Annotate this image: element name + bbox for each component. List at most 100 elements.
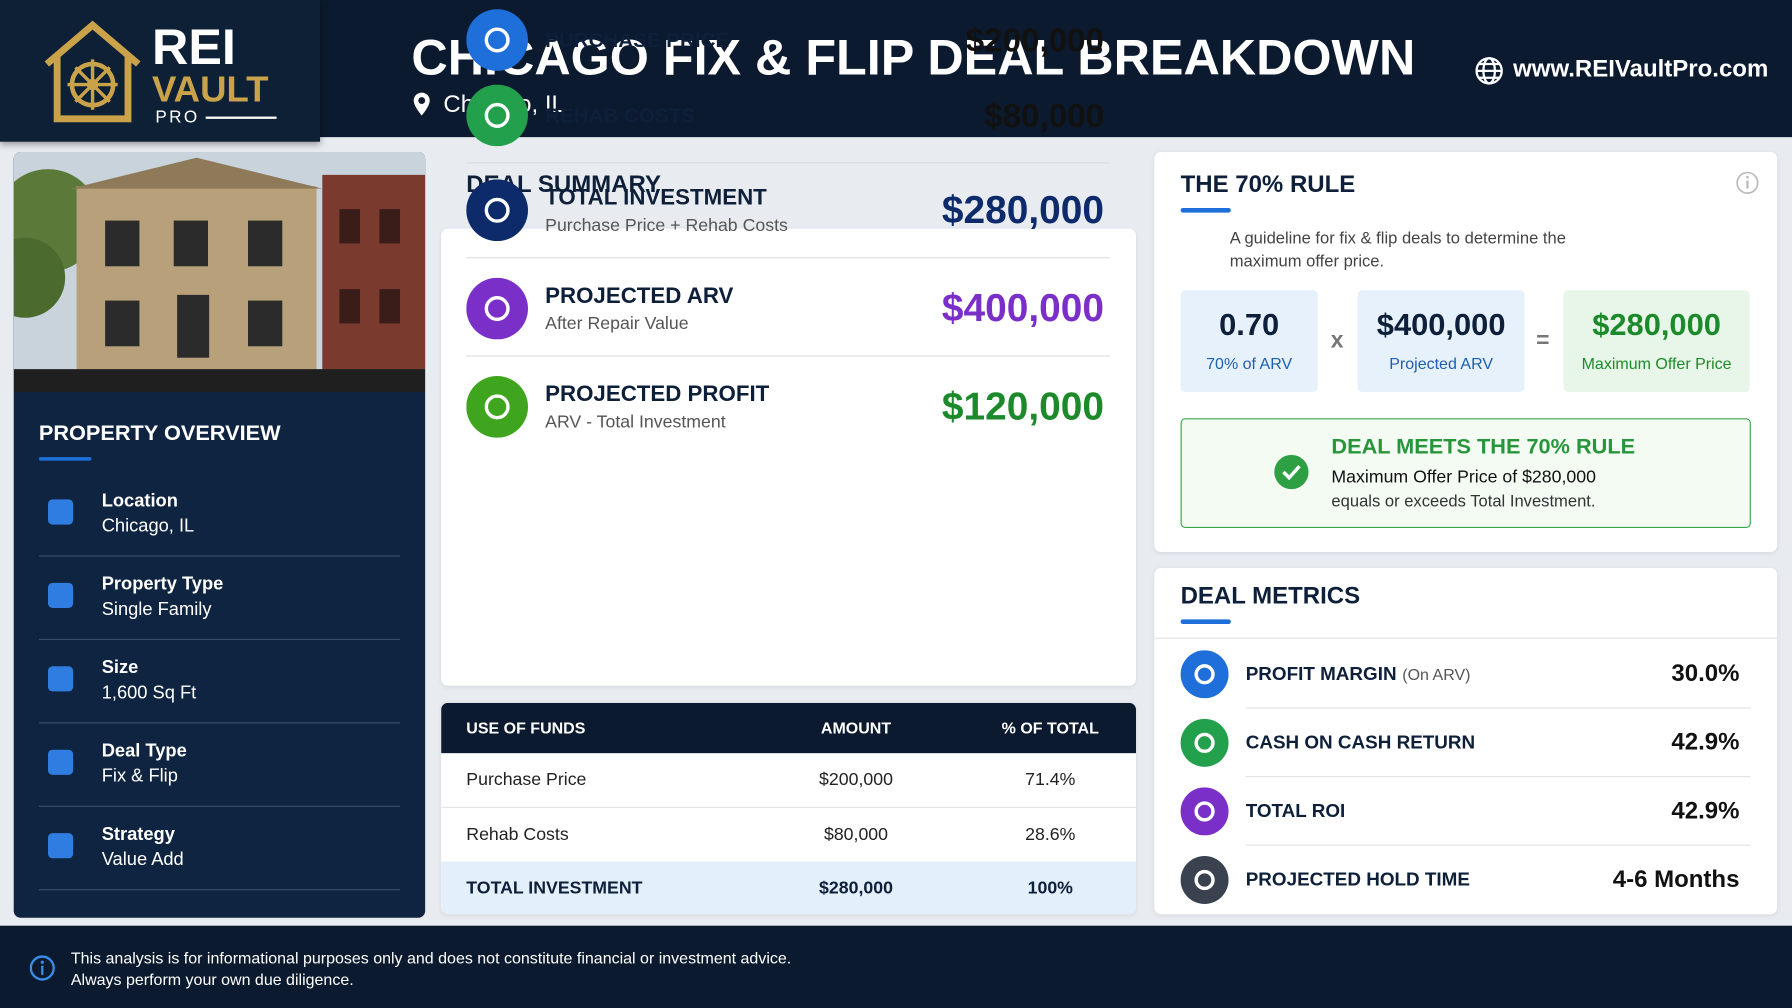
section-title: THE 70% RULE — [1180, 171, 1356, 198]
total-row — [441, 861, 1136, 915]
pin-icon — [413, 92, 430, 116]
item-value: $120,000 — [941, 385, 1104, 429]
icon — [47, 582, 74, 608]
factor-value: $280,000 — [1592, 307, 1721, 342]
label: TOTAL ROI — [1245, 801, 1346, 822]
item-label: PROJECTED PROFIT — [545, 381, 770, 407]
item-value: $280,000 — [941, 188, 1104, 232]
divider — [38, 722, 400, 724]
result-title: DEAL MEETS THE 70% RULE — [1331, 435, 1636, 460]
divider — [1154, 637, 1778, 639]
divider — [1245, 844, 1751, 846]
rule-card: THE 70% RULE A guideline for fix & flip … — [1154, 151, 1778, 552]
metric-label: TOTAL ROI — [1246, 801, 1346, 823]
item-value: Value Add — [101, 850, 184, 870]
divider — [38, 638, 400, 640]
title-underline — [38, 457, 92, 461]
item-sub: After Repair Value — [545, 314, 689, 334]
item-value: Fix & Flip — [101, 766, 178, 787]
table-cell: 71.4% — [1025, 770, 1076, 790]
check-icon — [1274, 454, 1309, 490]
footer: This analysis is for informational purpo… — [0, 925, 1792, 1008]
section-title: PROPERTY OVERVIEW — [38, 421, 281, 446]
item-label: Property Type — [101, 574, 224, 595]
factor-label: Projected ARV — [1389, 354, 1494, 373]
operator: x — [1330, 327, 1344, 354]
logo-icon — [44, 20, 141, 123]
divider — [441, 861, 1136, 863]
icon — [466, 375, 528, 438]
item-label: PURCHASE PRICE — [545, 28, 730, 52]
label: PROFIT MARGIN — [1245, 663, 1397, 685]
info-icon[interactable] — [1735, 170, 1760, 195]
divider — [466, 355, 1110, 357]
brand: REI — [151, 19, 236, 76]
table-cell: Rehab Costs — [466, 824, 569, 844]
item-label: REHAB COSTS — [545, 103, 695, 127]
icon — [466, 179, 528, 242]
use-of-funds-table: USE OF FUNDS AMOUNT % OF TOTAL Purchase Pri… — [441, 702, 1136, 915]
brand-rule — [205, 116, 277, 119]
metric-label: PROJECTED HOLD TIME — [1246, 870, 1470, 892]
divider — [466, 257, 1110, 259]
icon — [47, 499, 74, 525]
item-value: Chicago, IL — [101, 516, 195, 536]
divider — [38, 889, 400, 891]
table-cell: 28.6% — [1025, 824, 1076, 844]
icon — [1180, 787, 1229, 836]
column-header: % OF TOTAL — [1001, 718, 1099, 738]
table-cell: $280,000 — [819, 878, 893, 899]
divider — [441, 806, 1136, 808]
table-cell: $200,000 — [819, 770, 893, 790]
metric-value: 42.9% — [1671, 797, 1740, 824]
divider — [38, 555, 400, 557]
title-underline — [1180, 619, 1231, 624]
disclaimer: Always perform your own due diligence. — [70, 970, 354, 989]
logo: REI VAULT PRO — [0, 0, 320, 142]
factor-box: $280,000 Maximum Offer Price — [1563, 290, 1750, 392]
table-header — [441, 702, 1136, 754]
icon — [47, 666, 74, 692]
metric-label: CASH ON CASH RETURN — [1246, 733, 1475, 755]
metric-label: PROFIT MARGIN (On ARV) — [1246, 664, 1471, 686]
metric-value: 30.0% — [1671, 660, 1740, 687]
title: CHICAGO FIX & FLIP DEAL BREAKDOWN — [411, 29, 1416, 86]
deal-summary-card: PURCHASE PRICE $200,000 REHAB COSTS $80,000… — [441, 9, 1136, 686]
icon — [47, 749, 74, 775]
icon — [1180, 855, 1229, 904]
item-value: $80,000 — [984, 98, 1104, 135]
icon — [1180, 650, 1229, 699]
rule-description: A guideline for fix & flip deals to dete… — [1229, 229, 1566, 271]
divider — [1245, 707, 1751, 709]
table-cell: $80,000 — [823, 824, 889, 844]
website[interactable]: www.REIVaultPro.com — [1513, 55, 1769, 83]
factor-box: 0.70 70% of ARV — [1180, 290, 1318, 392]
note: (On ARV) — [1402, 665, 1471, 684]
item-value: Single Family — [101, 599, 212, 620]
icon — [466, 277, 528, 340]
item-label: Deal Type — [101, 741, 187, 762]
icon — [47, 833, 74, 859]
property-photo — [13, 151, 426, 392]
result-line: Maximum Offer Price of $280,000 — [1331, 467, 1596, 487]
item-value: $400,000 — [941, 286, 1104, 331]
column-header: USE OF FUNDS — [466, 718, 586, 738]
item-sub: ARV - Total Investment — [545, 412, 726, 432]
divider — [1245, 775, 1751, 778]
factor-value: 0.70 — [1219, 307, 1280, 342]
icon — [466, 84, 528, 147]
label: CASH ON CASH RETURN — [1245, 732, 1476, 754]
brand-line2: VAULT — [151, 68, 269, 110]
result-line: equals or exceeds Total Investment. — [1331, 492, 1596, 511]
table-cell: TOTAL INVESTMENT — [466, 878, 643, 899]
item-value: $200,000 — [965, 22, 1104, 60]
item-label: Size — [101, 658, 139, 678]
factor-label: 70% of ARV — [1206, 354, 1293, 373]
globe-icon — [1475, 57, 1503, 85]
section-title: DEAL METRICS — [1180, 582, 1361, 610]
factor-label: Maximum Offer Price — [1581, 354, 1732, 373]
factor-value: $400,000 — [1376, 307, 1506, 342]
property-panel: PROPERTY OVERVIEW Location Chicago, IL Pro… — [13, 151, 426, 918]
